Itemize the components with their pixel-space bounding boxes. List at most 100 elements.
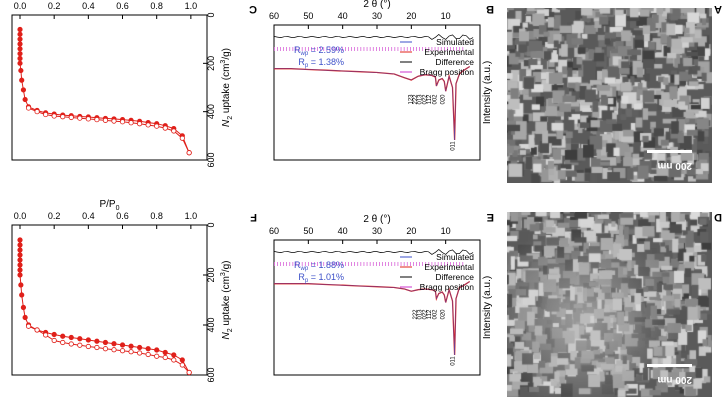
- adsorption-point: [119, 342, 126, 348]
- rwp-subscript: wp: [300, 266, 309, 272]
- desorption-point: [60, 339, 66, 346]
- x-tick-label: 0.6: [116, 1, 129, 11]
- difference-line: [273, 249, 474, 255]
- x-axis-label-sub: 0: [116, 205, 120, 212]
- desorption-point: [43, 111, 49, 118]
- adsorption-point: [17, 31, 23, 37]
- desorption-point: [162, 354, 168, 361]
- y-axis-label: N2 uptake (cm3/g): [220, 48, 234, 127]
- adsorption-point: [136, 344, 143, 351]
- rp-symbol: R: [298, 272, 305, 282]
- x-tick-label: 0.2: [48, 211, 61, 221]
- desorption-point: [171, 128, 177, 134]
- adsorption-point: [17, 262, 23, 268]
- adsorption-point: [102, 339, 109, 346]
- desorption-point: [154, 353, 160, 359]
- legend-entry: Difference: [435, 272, 474, 282]
- desorption-point: [51, 337, 57, 344]
- desorption-point: [171, 357, 177, 363]
- adsorption-line: [19, 29, 190, 153]
- y-tick-label: 400: [206, 104, 216, 119]
- desorption-point: [128, 349, 134, 355]
- rwp-value: = 2.59%: [308, 45, 344, 55]
- y-tick-label: 0: [206, 222, 216, 227]
- x-tick-label: 50: [303, 11, 313, 21]
- adsorption-point: [19, 292, 25, 298]
- legend-entry: Experimental: [424, 47, 474, 57]
- adsorption-point: [17, 242, 23, 248]
- legend-entry: Simulated: [436, 252, 474, 262]
- isotherm-chart-c: 0.0 0.2 0.4 0.6 0.8 1.0 0 200 400 600 P/P0 N2 uptak…: [11, 0, 234, 168]
- y-tick-label: 0: [206, 12, 216, 17]
- panel-letter-f: F: [250, 211, 257, 223]
- adsorption-point: [94, 338, 100, 344]
- desorption-point: [94, 117, 100, 123]
- peak-label: 022: [422, 94, 428, 105]
- desorption-point: [25, 105, 32, 111]
- x-tick-label: 60: [269, 11, 279, 21]
- desorption-point: [162, 125, 168, 131]
- desorption-point: [145, 122, 151, 128]
- x-tick-label: 40: [338, 11, 348, 21]
- legend-entry: Simulated: [436, 37, 474, 47]
- y-axis-label-sup: 3: [220, 272, 227, 276]
- simulated-line: [274, 66, 470, 141]
- rwp-symbol: R: [294, 260, 301, 270]
- desorption-point: [85, 343, 91, 350]
- peak-label: 013: [418, 94, 424, 105]
- x-tick-label: 30: [372, 226, 382, 236]
- peak-label: 123: [409, 94, 415, 105]
- x-axis-label-sub: 0: [116, 0, 120, 2]
- rwp-subscript: wp: [300, 51, 309, 57]
- adsorption-point: [68, 334, 74, 341]
- x-tick-label: 0.4: [82, 1, 95, 11]
- y-tick-label: 200: [206, 267, 216, 282]
- desorption-point: [111, 347, 117, 353]
- desorption-point: [179, 362, 185, 368]
- adsorption-point: [77, 336, 83, 342]
- x-tick-label: 0.6: [116, 211, 129, 221]
- xrd-chart-e: 10 20 30 40 50 60 2 θ (°) Intensity (a.u.) 011 02…: [269, 214, 493, 376]
- x-tick-label: 20: [406, 226, 416, 236]
- y-axis-label-sub: 2: [227, 328, 234, 332]
- desorption-point: [68, 114, 74, 121]
- desorption-point: [85, 116, 91, 122]
- desorption-point: [102, 346, 109, 352]
- desorption-point: [34, 109, 40, 115]
- simulated-line: [274, 281, 470, 356]
- y-axis-label-sub: 2: [227, 116, 234, 120]
- plot-frame: [11, 224, 208, 376]
- rp-value: = 1.38%: [308, 57, 344, 67]
- adsorption-point: [17, 55, 23, 62]
- rwp-value: = 1.88%: [308, 260, 344, 270]
- adsorption-point: [20, 304, 27, 311]
- adsorption-point: [17, 51, 23, 57]
- adsorption-point: [19, 77, 25, 83]
- desorption-point: [128, 120, 134, 126]
- adsorption-point: [22, 314, 28, 321]
- adsorption-point: [17, 247, 23, 253]
- x-tick-label: 30: [372, 11, 382, 21]
- y-axis-label: Intensity (a.u.): [482, 61, 493, 124]
- desorption-point: [43, 332, 49, 338]
- adsorption-point: [17, 272, 23, 278]
- adsorption-point: [18, 67, 24, 74]
- legend-entry: Bragg position: [420, 67, 475, 77]
- y-tick-label: 600: [206, 152, 216, 167]
- x-tick-label: 1.0: [185, 211, 198, 221]
- peak-label: 020: [440, 94, 446, 105]
- peak-label: 222: [413, 94, 419, 105]
- desorption-point: [51, 113, 57, 119]
- adsorption-point: [85, 337, 91, 343]
- desorption-point: [186, 369, 192, 376]
- panel-letter-b: B: [486, 3, 494, 15]
- adsorption-point: [17, 26, 23, 33]
- adsorption-point: [60, 333, 66, 339]
- desorption-point: [154, 123, 160, 129]
- rwp-annotation: Rwp = 2.59%: [294, 45, 344, 57]
- desorption-point: [102, 117, 109, 123]
- adsorption-point: [17, 237, 23, 243]
- peak-label: 222: [413, 309, 419, 320]
